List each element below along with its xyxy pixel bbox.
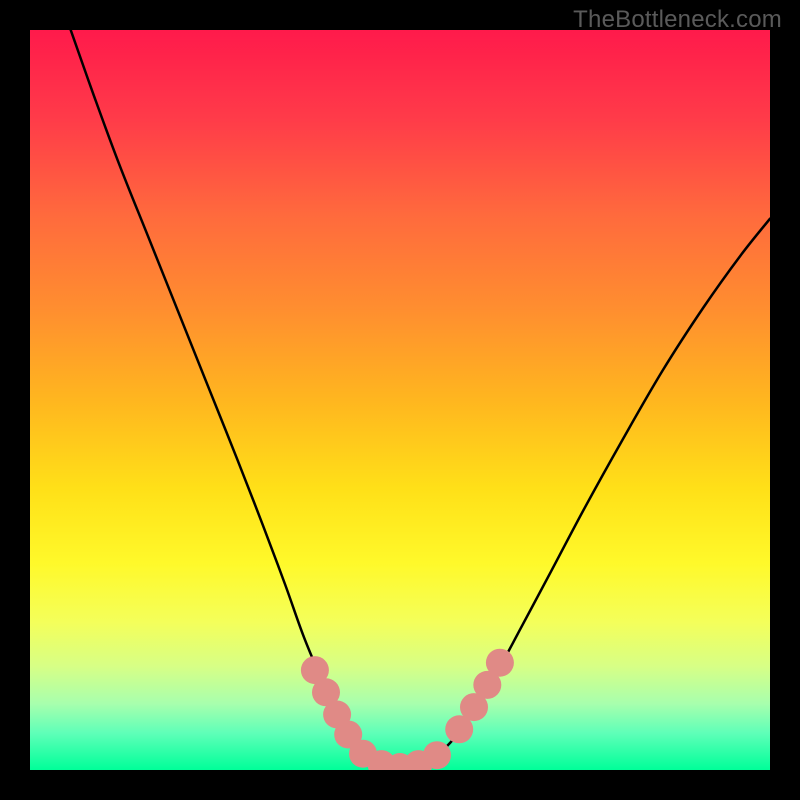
marker-layer [30,30,770,770]
valley-marker [423,741,451,769]
valley-marker [486,649,514,677]
plot-area [30,30,770,770]
chart-frame: TheBottleneck.com [0,0,800,800]
